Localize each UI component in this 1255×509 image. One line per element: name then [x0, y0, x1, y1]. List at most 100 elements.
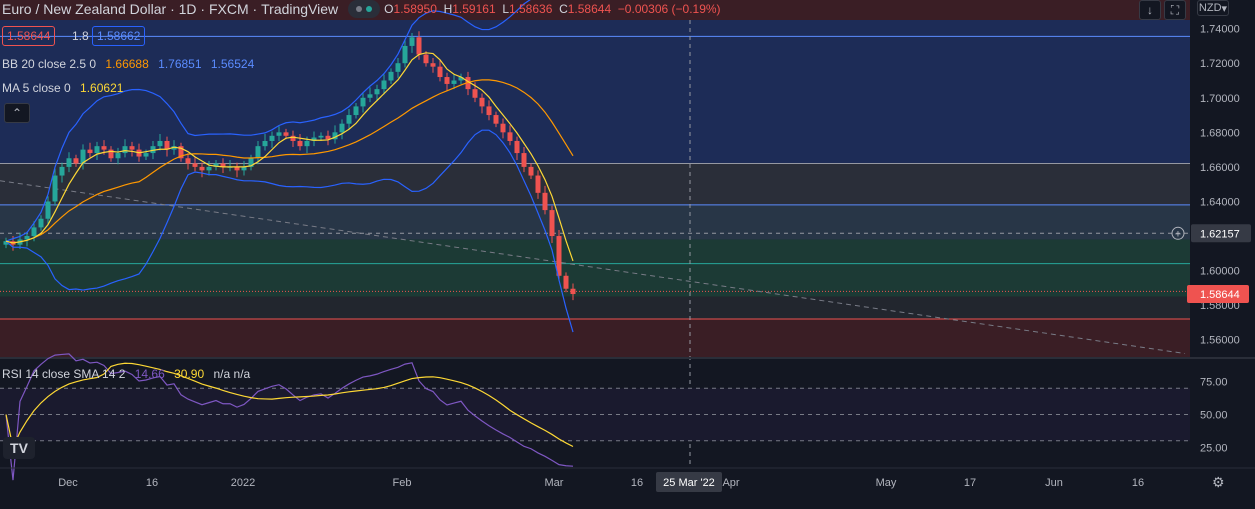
zone-upper	[0, 20, 1190, 164]
interval-label[interactable]: 1D	[178, 1, 197, 17]
candle-body	[143, 153, 149, 157]
add-alert-plus: +	[1175, 228, 1181, 240]
price-tick-label: 1.74000	[1200, 24, 1240, 36]
candle-body	[122, 146, 128, 154]
price-tick-label: 1.60000	[1200, 266, 1240, 278]
last-price-box	[1187, 285, 1249, 304]
ohlc-readout: O1.58950 H1.59161 L1.58636 C1.58644 −0.0…	[384, 2, 721, 16]
status-live-icon	[366, 6, 373, 12]
candle-body	[549, 210, 555, 237]
time-tick-label: 16	[146, 477, 158, 489]
candle-body	[486, 106, 492, 116]
exchange-label: FXCM	[209, 1, 249, 17]
price-tick-label: 1.58000	[1200, 300, 1240, 312]
candle-body	[297, 140, 303, 147]
change-value: −0.00306 (−0.19%)	[617, 2, 721, 16]
candle-body	[325, 135, 331, 140]
candle-body	[101, 146, 107, 150]
rsi-tick-label: 75.00	[1200, 377, 1228, 389]
candle-body	[80, 149, 86, 164]
bb-lower-value: 1.56524	[210, 57, 255, 71]
time-tick-label: Jun	[1045, 477, 1063, 489]
sell-price-button[interactable]: 1.58644	[2, 26, 56, 46]
download-icon[interactable]: ↓	[1139, 0, 1161, 20]
fullscreen-icon[interactable]: ⛶	[1164, 0, 1186, 20]
buy-price-button[interactable]: 1.58662	[92, 26, 146, 46]
candle-body	[332, 132, 338, 140]
candle-body	[304, 140, 310, 147]
price-tick-label: 1.72000	[1200, 58, 1240, 70]
candle-body	[423, 54, 429, 64]
open-value: 1.58950	[393, 2, 437, 16]
rsi-extra: n/a n/a	[213, 367, 251, 381]
bb-upper-line	[5, 0, 531, 242]
candle-body	[269, 135, 275, 141]
close-value: 1.58644	[567, 2, 612, 16]
candle-body	[556, 236, 562, 276]
zone-mid	[0, 163, 1190, 205]
zone-mid2	[0, 204, 1190, 240]
crosshair-date-label: 25 Mar '22	[663, 477, 715, 489]
time-tick-label: Apr	[722, 477, 739, 489]
price-tick-label: 1.66000	[1200, 162, 1240, 174]
candle-body	[339, 123, 345, 133]
status-dot-icon	[356, 6, 363, 12]
gear-icon[interactable]: ⚙	[1212, 474, 1225, 490]
collapse-legend-button[interactable]: ⌃	[4, 103, 30, 123]
zone-red	[0, 318, 1190, 357]
candle-body	[367, 94, 373, 98]
candle-body	[276, 132, 282, 136]
price-tick-label: 1.64000	[1200, 196, 1240, 208]
candle-body	[234, 166, 240, 171]
ma-legend[interactable]: MA 5 close 0 1.60621	[2, 81, 124, 95]
candle-body	[185, 158, 191, 164]
zone-top	[0, 0, 1190, 20]
candle-body	[430, 63, 436, 67]
time-tick-label: 16	[631, 477, 643, 489]
market-status-pill[interactable]	[348, 0, 381, 18]
candle-body	[52, 175, 58, 202]
candle-body	[45, 201, 51, 219]
candle-body	[409, 37, 415, 46]
add-alert-icon[interactable]	[1171, 226, 1185, 240]
candle-body	[311, 137, 317, 141]
rsi-tick-label: 50.00	[1200, 410, 1228, 422]
candle-body	[318, 135, 324, 138]
candle-body	[528, 166, 534, 176]
candle-body	[416, 37, 422, 55]
ma5-line	[5, 52, 574, 262]
candle-body	[451, 80, 457, 84]
rsi-legend[interactable]: RSI 14 close SMA 14 2 14.66 30.90 n/a n/…	[2, 367, 251, 381]
candle-body	[521, 153, 527, 167]
candle-body	[248, 158, 254, 167]
trendline	[0, 180, 1186, 355]
candle-body	[290, 135, 296, 141]
candle-body	[206, 166, 212, 171]
crosshair-price-box	[1191, 224, 1251, 243]
source-label: TradingView	[261, 1, 339, 17]
rsi-sma-value: 30.90	[174, 367, 205, 381]
candle-body	[472, 89, 478, 98]
symbol-name[interactable]: Euro / New Zealand Dollar	[2, 1, 167, 17]
candle-body	[241, 166, 247, 171]
time-tick-label: Feb	[393, 477, 412, 489]
currency-select[interactable]: NZD ▾	[1197, 0, 1229, 16]
zone-gray	[0, 296, 1190, 319]
candle-body	[346, 115, 352, 124]
candle-body	[353, 106, 359, 116]
tradingview-logo-icon[interactable]: TV	[3, 437, 35, 459]
candle-body	[164, 140, 170, 150]
candle-body	[157, 140, 163, 147]
rsi-tick-label: 25.00	[1200, 442, 1228, 454]
candle-body	[108, 149, 114, 159]
time-tick-label: May	[876, 477, 897, 489]
candle-body	[73, 158, 79, 164]
candle-body	[563, 275, 569, 289]
crosshair-price-label: 1.62157	[1200, 228, 1240, 240]
price-tick-label: 1.68000	[1200, 127, 1240, 139]
candle-body	[87, 149, 93, 154]
candle-body	[381, 80, 387, 90]
candle-body	[283, 132, 289, 136]
bb-legend[interactable]: BB 20 close 2.5 0 1.66688 1.76851 1.5652…	[2, 57, 255, 71]
